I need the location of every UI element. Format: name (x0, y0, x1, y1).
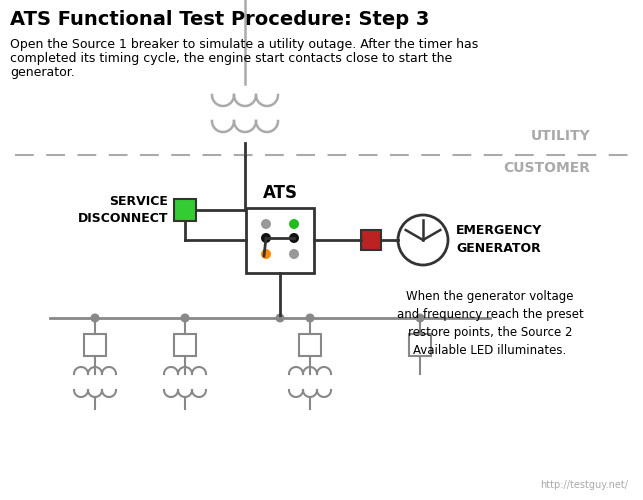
Circle shape (289, 219, 299, 229)
Bar (174, 199, 196, 221)
Text: ATS Functional Test Procedure: Step 3: ATS Functional Test Procedure: Step 3 (10, 10, 430, 29)
Bar (246, 208, 314, 272)
Bar (409, 334, 431, 356)
Circle shape (261, 233, 271, 243)
Circle shape (275, 314, 284, 322)
Text: Open the Source 1 breaker to simulate a utility outage. After the timer has: Open the Source 1 breaker to simulate a … (10, 38, 478, 51)
Bar (299, 334, 321, 356)
Text: When the generator voltage
and frequency reach the preset
restore points, the So: When the generator voltage and frequency… (397, 290, 583, 357)
Bar (361, 230, 381, 250)
Circle shape (181, 314, 190, 322)
Circle shape (261, 249, 271, 259)
Circle shape (398, 215, 448, 265)
Circle shape (91, 314, 100, 322)
Circle shape (289, 233, 299, 243)
Circle shape (261, 219, 271, 229)
Text: ATS: ATS (262, 184, 298, 202)
Circle shape (305, 314, 314, 322)
Text: UTILITY: UTILITY (530, 129, 590, 143)
Text: completed its timing cycle, the engine start contacts close to start the: completed its timing cycle, the engine s… (10, 52, 452, 65)
Text: CUSTOMER: CUSTOMER (503, 161, 590, 175)
Bar (84, 334, 106, 356)
Circle shape (289, 249, 299, 259)
Bar (174, 334, 196, 356)
Circle shape (415, 314, 424, 322)
Text: generator.: generator. (10, 66, 75, 79)
Text: SERVICE
DISCONNECT: SERVICE DISCONNECT (78, 195, 168, 225)
Text: EMERGENCY
GENERATOR: EMERGENCY GENERATOR (456, 224, 542, 256)
Text: http://testguy.net/: http://testguy.net/ (540, 480, 628, 490)
